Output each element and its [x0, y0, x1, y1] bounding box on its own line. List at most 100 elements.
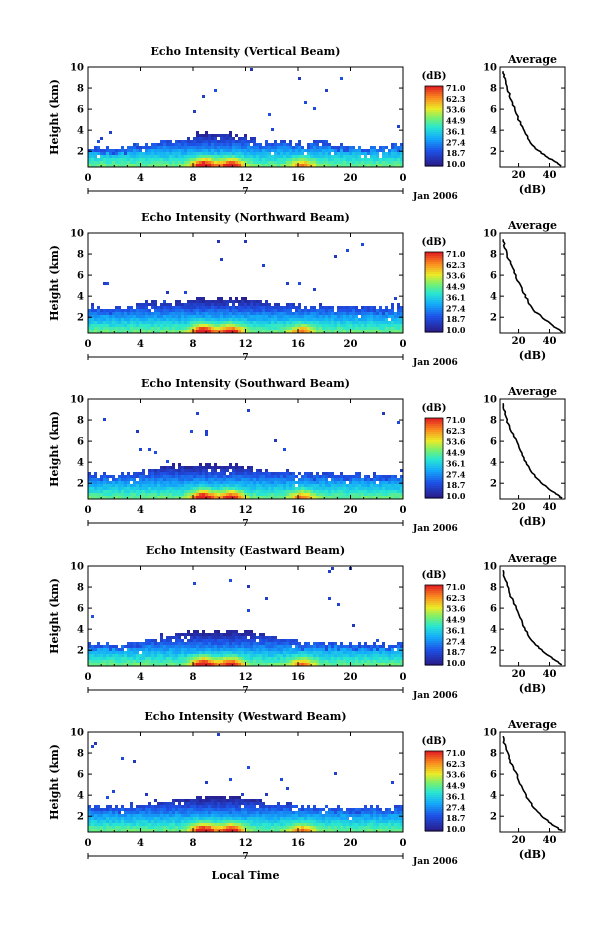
heatmap-cell: [319, 645, 322, 648]
heatmap-cell: [127, 487, 130, 490]
heatmap-cell: [166, 823, 169, 826]
heatmap-cell: [268, 318, 271, 321]
heatmap-cell: [265, 805, 268, 808]
heatmap-cell: [208, 164, 211, 167]
heatmap-cell: [271, 484, 274, 487]
heatmap-cell: [283, 158, 286, 161]
heatmap-cell: [232, 648, 235, 651]
heatmap-cell: [253, 639, 256, 642]
heatmap-cell: [220, 654, 223, 657]
heatmap-cell: [199, 654, 202, 657]
heatmap-cell: [127, 829, 130, 832]
heatmap-cell: [148, 481, 151, 484]
heatmap-cell: [214, 152, 217, 155]
heatmap-cell: [136, 315, 139, 318]
heatmap-cell: [187, 475, 190, 478]
heatmap-cell: [211, 149, 214, 152]
heatmap-cell: [358, 324, 361, 327]
heatmap-cell: [286, 315, 289, 318]
heatmap-cell: [271, 663, 274, 666]
heatmap-cell: [400, 318, 403, 321]
heatmap-cell: [268, 651, 271, 654]
x-tick-label: 0: [85, 173, 92, 184]
heatmap-cell: [175, 496, 178, 499]
heatmap-cell: [220, 823, 223, 826]
heatmap-cell: [334, 312, 337, 315]
heatmap-cell: [235, 496, 238, 499]
heatmap-cell: [109, 318, 112, 321]
heatmap-cell: [151, 146, 154, 149]
heatmap-cell: [328, 143, 331, 146]
heatmap-cell: [388, 149, 391, 152]
heatmap-cell: [391, 143, 394, 146]
heatmap-cell: [265, 636, 268, 639]
y-tick-label: 10: [70, 562, 84, 573]
heatmap-cell: [205, 152, 208, 155]
heatmap-cell: [292, 146, 295, 149]
heatmap-cell: [214, 829, 217, 832]
heatmap-cell: [256, 493, 259, 496]
y-tick-label: 8: [77, 583, 84, 594]
heatmap-cell: [358, 487, 361, 490]
heatmap-cell: [382, 645, 385, 648]
heatmap-cell: [121, 654, 124, 657]
heatmap-cell: [286, 484, 289, 487]
heatmap-cell: [274, 439, 277, 442]
heatmap-cell: [103, 820, 106, 823]
average-y-tick-label: 6: [490, 437, 497, 448]
heatmap-cell: [232, 823, 235, 826]
x-tick-label: 12: [239, 339, 253, 350]
heatmap-cell: [289, 651, 292, 654]
heatmap-cell: [298, 146, 301, 149]
heatmap-cell: [217, 826, 220, 829]
heatmap-cell: [145, 315, 148, 318]
heatmap-cell: [214, 315, 217, 318]
heatmap-cell: [352, 155, 355, 158]
heatmap-cell: [385, 654, 388, 657]
heatmap-cell: [121, 327, 124, 330]
heatmap-cell: [400, 484, 403, 487]
heatmap-cell: [229, 496, 232, 499]
heatmap-cell: [136, 487, 139, 490]
heatmap-cell: [163, 808, 166, 811]
heatmap-cell: [274, 158, 277, 161]
heatmap-cell: [91, 654, 94, 657]
heatmap-cell: [331, 149, 334, 152]
heatmap-cell: [151, 484, 154, 487]
heatmap-cell: [223, 642, 226, 645]
heatmap-cell: [343, 146, 346, 149]
colorbar-step: [425, 623, 443, 626]
average-x-label: (dB): [519, 183, 546, 196]
heatmap-cell: [394, 654, 397, 657]
heatmap-cell: [235, 636, 238, 639]
heatmap-cell: [154, 312, 157, 315]
heatmap-cell: [94, 645, 97, 648]
heatmap-cell: [241, 152, 244, 155]
heatmap-cell: [142, 654, 145, 657]
heatmap-cell: [277, 306, 280, 309]
heatmap-cell: [145, 478, 148, 481]
heatmap-cell: [262, 805, 265, 808]
heatmap-cell: [376, 654, 379, 657]
heatmap-cell: [163, 469, 166, 472]
heatmap-cell: [196, 817, 199, 820]
average-x-label: (dB): [519, 349, 546, 362]
heatmap-cell: [121, 161, 124, 164]
heatmap-cell: [100, 484, 103, 487]
heatmap-cell: [232, 817, 235, 820]
heatmap-cell: [346, 149, 349, 152]
heatmap-cell: [187, 814, 190, 817]
heatmap-cell: [133, 808, 136, 811]
heatmap-cell: [100, 315, 103, 318]
heatmap-cell: [391, 321, 394, 324]
heatmap-cell: [193, 829, 196, 832]
heatmap-cell: [202, 466, 205, 469]
heatmap-cell: [151, 321, 154, 324]
heatmap-cell: [253, 645, 256, 648]
heatmap-cell: [196, 149, 199, 152]
heatmap-cell: [184, 808, 187, 811]
heatmap-cell: [205, 814, 208, 817]
heatmap-cell: [142, 826, 145, 829]
heatmap-cell: [196, 152, 199, 155]
heatmap-cell: [193, 811, 196, 814]
